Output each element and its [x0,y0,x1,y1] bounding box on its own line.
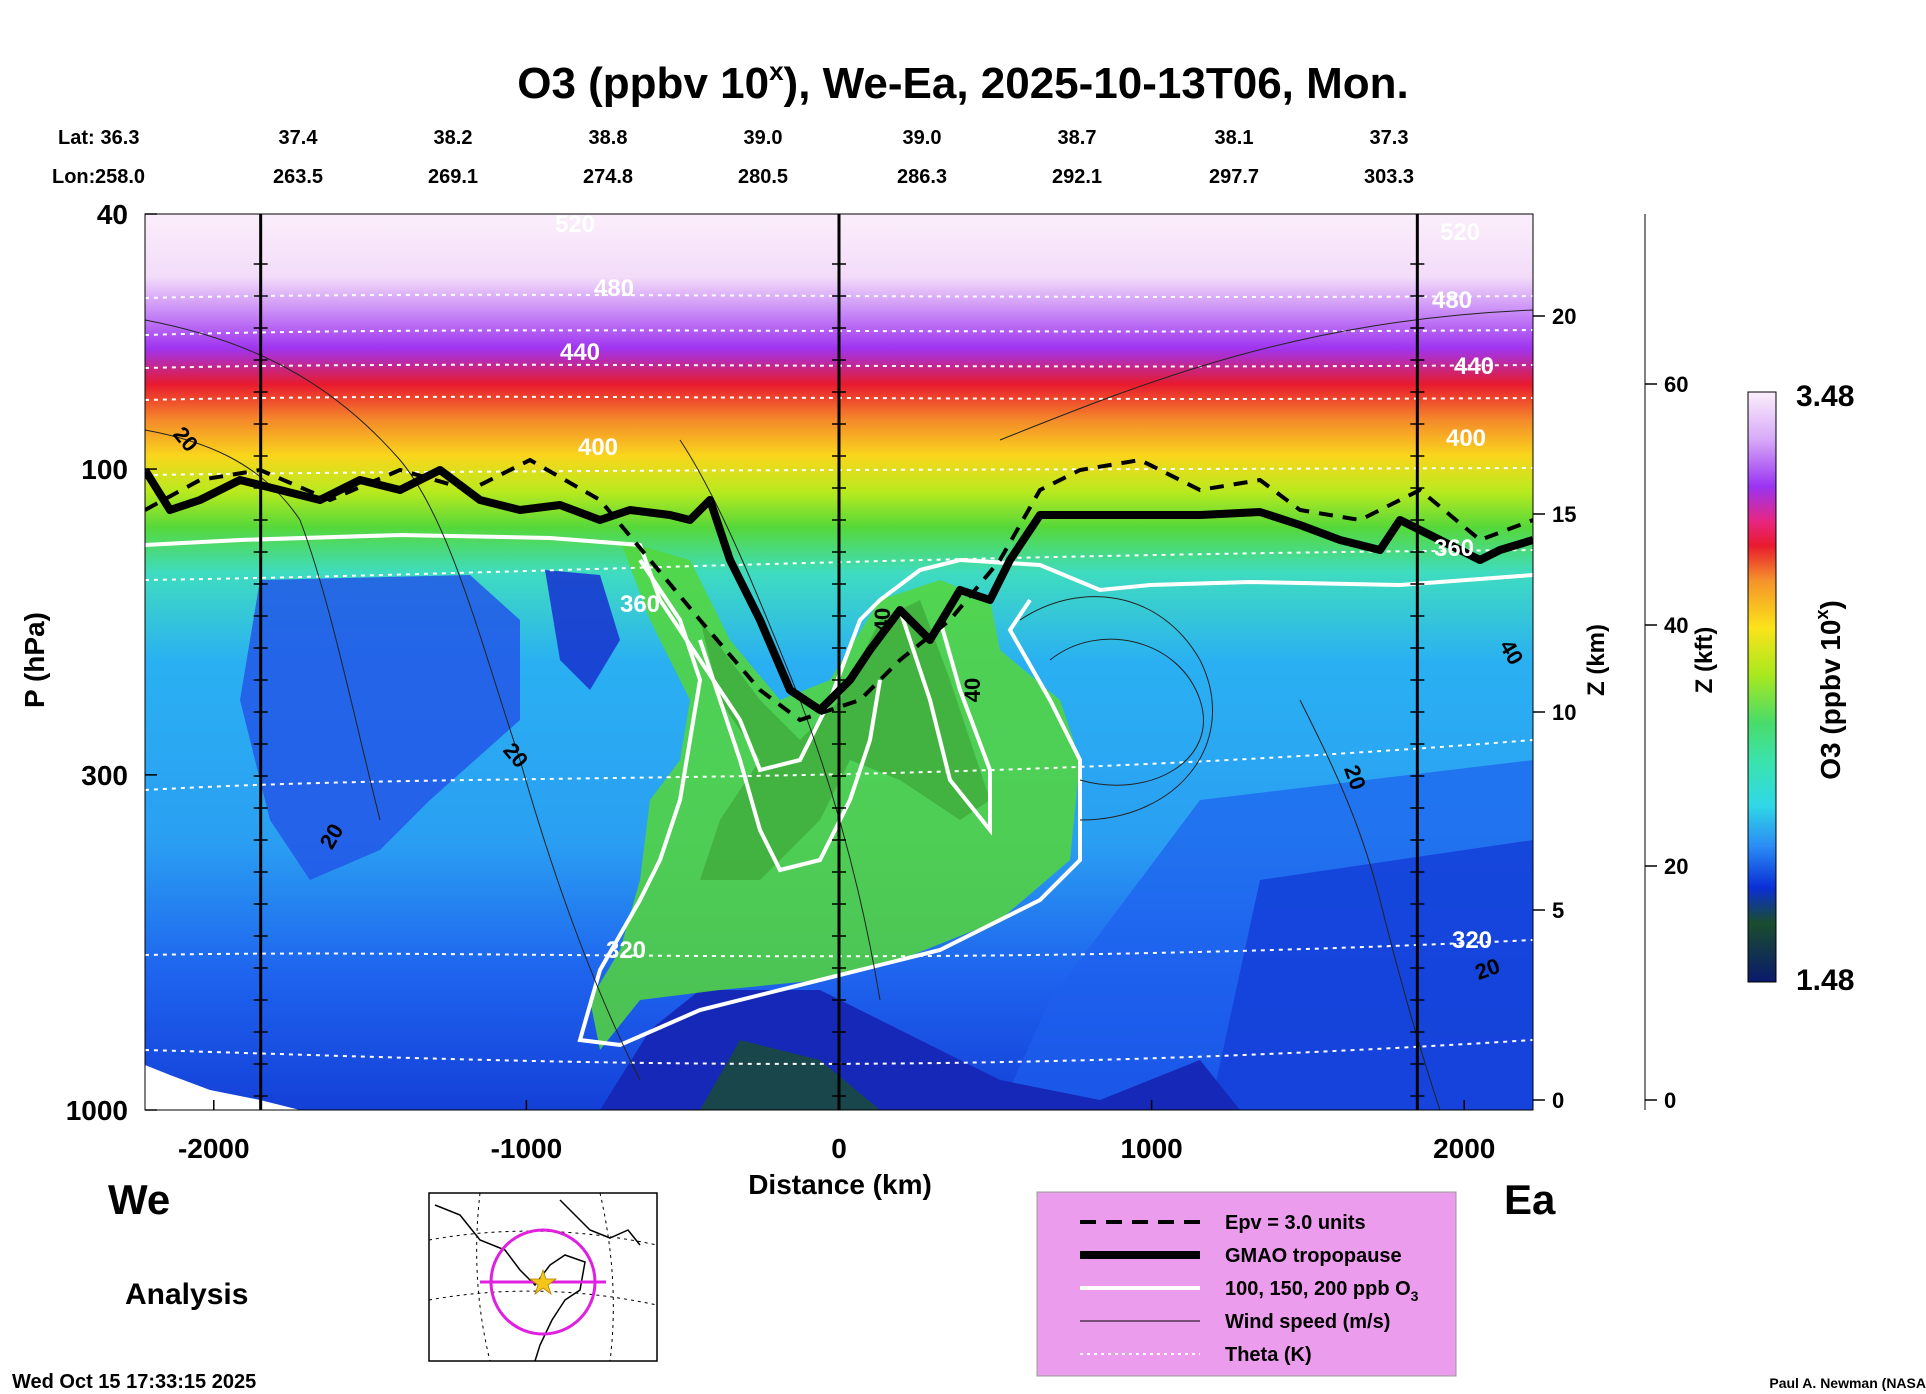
y-axis-label: P (hPa) [19,612,50,708]
theta-label: 320 [606,937,646,964]
theta-label: 520 [555,211,595,238]
x-axis-label: Distance (km) [748,1169,932,1200]
chart-title: O3 (ppbv 10x), We-Ea, 2025-10-13T06, Mon… [517,56,1409,108]
theta-label: 360 [1434,535,1474,562]
colorbar-max: 3.48 [1796,380,1854,413]
z-kft-axis-label: Z (kft) [1691,627,1718,694]
theta-label: 480 [1432,287,1472,314]
x-tick-label: -2000 [178,1133,250,1164]
theta-label: 520 [1440,219,1480,246]
intrusion-core [700,600,990,880]
theta-label: 400 [578,434,618,461]
location-star-icon [528,1268,558,1296]
east-label: Ea [1504,1176,1556,1223]
lat-value: 37.3 [1370,127,1409,149]
y-tick-label: 300 [81,760,128,791]
wind-speed-contours [145,309,1533,1110]
ozone-contour-intrusion [577,558,1082,1048]
lat-value: 38.7 [1058,127,1097,149]
below-ground-mask [145,1065,300,1110]
ozone-contour-inner-east [898,609,992,836]
theta-label: 440 [1454,353,1494,380]
z-km-tick-label: 5 [1552,898,1564,923]
lon-value: 274.8 [583,166,633,188]
theta-label: 480 [594,275,634,302]
z-km-tick-label: 0 [1552,1088,1564,1113]
colorbar-min: 1.48 [1796,964,1854,997]
lat-value: 38.2 [434,127,473,149]
colorbar-label: O3 (ppbv 10x) [1812,600,1846,780]
lat-value: 37.4 [279,127,319,149]
theta-label: 320 [1452,927,1492,954]
west-label: We [108,1176,170,1223]
x-tick-label: 0 [831,1133,847,1164]
lon-value: 292.1 [1052,166,1102,188]
y-tick-label: 1000 [66,1095,128,1126]
z-kft-tick-label: 40 [1664,613,1688,638]
lat-value: 39.0 [744,127,783,149]
x-tick-label: -1000 [491,1133,563,1164]
inset-map [428,1192,658,1362]
z-kft-tick-label: 20 [1664,854,1688,879]
ozone-contour-inner [698,639,882,873]
legend-label: GMAO tropopause [1225,1245,1402,1267]
timestamp: Wed Oct 15 17:33:15 2025 [12,1371,256,1393]
y-tick-label: 100 [81,454,128,485]
z-km-axis-label: Z (km) [1583,624,1610,696]
legend-label: Epv = 3.0 units [1225,1212,1366,1234]
low-ozone-patch-west [240,575,520,880]
lon-value: 286.3 [897,166,947,188]
theta-label: 440 [560,339,600,366]
lon-value: 280.5 [738,166,788,188]
low-ozone-patch-east-deep [1210,840,1533,1110]
z-kft-tick-label: 0 [1664,1088,1676,1113]
wind-speed-label: 40 [870,608,895,632]
lon-label: Lon: [52,166,95,188]
lon-value: 258.0 [95,166,145,188]
theta-contours [145,293,1533,1065]
analysis-label: Analysis [125,1278,248,1311]
z-km-tick-label: 20 [1552,304,1576,329]
z-km-tick-label: 15 [1552,502,1576,527]
low-ozone-patch-center [545,570,620,690]
legend-label: 100, 150, 200 ppb O3 [1225,1278,1419,1304]
lat-value: 38.8 [589,127,628,149]
surface-dark-patch [700,1040,880,1110]
lon-value: 269.1 [428,166,478,188]
colorbar [1747,391,1777,983]
theta-label: 400 [1446,425,1486,452]
legend-label: Theta (K) [1225,1344,1312,1366]
lon-value: 303.3 [1364,166,1414,188]
lat-value: 36.3 [101,127,140,149]
credit: Paul A. Newman (NASA [1769,1375,1926,1391]
z-kft-tick-label: 60 [1664,372,1688,397]
x-tick-label: 1000 [1120,1133,1182,1164]
x-tick-label: 2000 [1433,1133,1495,1164]
legend: Epv = 3.0 units GMAO tropopause 100, 150, … [1036,1191,1457,1377]
lat-label: Lat: [58,127,95,149]
legend-label: Wind speed (m/s) [1225,1311,1390,1333]
lon-value: 297.7 [1209,166,1259,188]
lon-value: 263.5 [273,166,323,188]
z-km-tick-label: 10 [1552,700,1576,725]
y-tick-label: 40 [97,199,128,230]
lat-value: 39.0 [903,127,942,149]
theta-label: 360 [620,591,660,618]
lat-value: 38.1 [1215,127,1254,149]
gmao-tropopause [145,466,1533,714]
wind-speed-label: 40 [960,678,985,702]
